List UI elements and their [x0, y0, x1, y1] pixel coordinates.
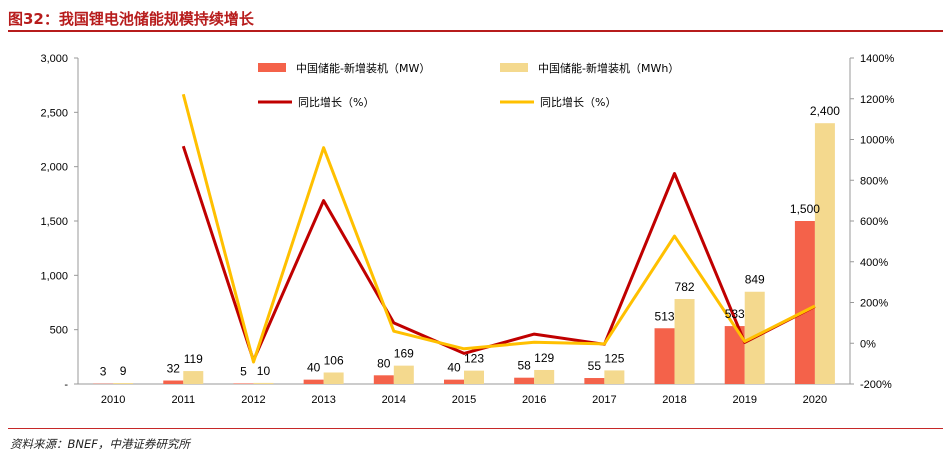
- left-tick-label: 500: [50, 325, 68, 337]
- data-label-mw: 513: [655, 309, 675, 323]
- right-tick-label: 600%: [860, 216, 888, 228]
- bar-mwh: [464, 370, 484, 384]
- x-tick-label: 2017: [592, 394, 616, 406]
- data-label-mwh: 119: [184, 352, 203, 366]
- data-label-mw: 40: [447, 361, 461, 375]
- data-label-mw: 3: [100, 365, 107, 379]
- left-tick-label: -: [64, 379, 68, 391]
- right-tick-label: 400%: [860, 257, 888, 269]
- x-tick-label: 2012: [241, 394, 265, 406]
- bar-mwh: [604, 370, 625, 384]
- data-label-mw: 5: [240, 364, 247, 378]
- data-label-mw: 533: [725, 307, 745, 321]
- bar-mw: [514, 377, 535, 384]
- legend-label: 中国储能-新增装机（MWh）: [538, 61, 679, 75]
- x-tick-label: 2013: [311, 394, 335, 406]
- x-tick-label: 2010: [101, 394, 125, 406]
- x-tick-label: 2018: [662, 394, 686, 406]
- legend-swatch: [500, 63, 528, 72]
- left-tick-label: 1,000: [40, 270, 68, 282]
- right-tick-label: -200%: [860, 379, 892, 391]
- left-tick-label: 2,500: [40, 107, 68, 119]
- bar-mwh: [183, 371, 204, 384]
- bar-mw: [303, 379, 324, 384]
- data-label-mwh: 2,400: [810, 104, 840, 118]
- data-label-mwh: 129: [534, 351, 554, 365]
- bar-mwh: [534, 369, 555, 384]
- bar-mw: [794, 221, 815, 384]
- source-note: 资料来源：BNEF，中港证券研究所: [10, 437, 190, 451]
- left-tick-label: 1,500: [40, 216, 68, 228]
- growth-line-mwh: [181, 93, 816, 364]
- data-label-mwh: 169: [394, 347, 414, 361]
- footer-rule: [8, 428, 943, 429]
- bar-mwh: [674, 299, 695, 384]
- right-tick-label: 200%: [860, 298, 888, 310]
- data-label-mw: 55: [588, 359, 602, 373]
- left-tick-label: 2,000: [40, 162, 68, 174]
- x-tick-label: 2011: [171, 394, 195, 406]
- x-tick-label: 2015: [452, 394, 476, 406]
- right-tick-label: 0%: [860, 338, 876, 350]
- x-tick-label: 2020: [803, 394, 827, 406]
- legend-label: 中国储能-新增装机（MW）: [296, 61, 430, 75]
- data-label-mwh: 849: [745, 273, 765, 287]
- data-label-mwh: 123: [464, 352, 484, 366]
- data-label-mw: 58: [518, 359, 532, 373]
- bar-mw: [724, 326, 745, 384]
- data-label-mwh: 125: [604, 351, 624, 365]
- data-label-mwh: 106: [324, 353, 344, 367]
- right-tick-label: 800%: [860, 175, 888, 187]
- growth-line-mw: [181, 145, 816, 362]
- x-tick-label: 2014: [382, 394, 406, 406]
- left-tick-label: 3,000: [40, 53, 68, 65]
- data-label-mwh: 9: [120, 364, 127, 378]
- right-tick-label: 1200%: [860, 94, 894, 106]
- bar-mw: [233, 383, 254, 384]
- data-label-mw: 40: [307, 361, 321, 375]
- bar-mw: [654, 328, 675, 384]
- legend-swatch: [258, 63, 286, 72]
- title-rule: [8, 30, 943, 32]
- legend-label: 同比增长（%）: [298, 95, 374, 109]
- data-label-mw: 80: [377, 356, 391, 370]
- bar-mwh: [393, 365, 414, 384]
- x-tick-label: 2016: [522, 394, 546, 406]
- bar-mw: [373, 375, 394, 384]
- legend-label: 同比增长（%）: [540, 95, 616, 109]
- right-tick-label: 1400%: [860, 53, 894, 65]
- x-tick-label: 2019: [732, 394, 756, 406]
- bar-mw: [163, 380, 184, 384]
- bar-mwh: [113, 383, 134, 384]
- data-label-mwh: 10: [257, 364, 271, 378]
- bar-mwh: [814, 123, 835, 384]
- bar-mw: [444, 379, 464, 384]
- data-label-mw: 32: [167, 362, 181, 376]
- bar-mwh: [323, 372, 344, 384]
- figure-title: 图32：我国锂电池储能规模持续增长: [8, 10, 254, 28]
- data-label-mw: 1,500: [790, 202, 820, 216]
- bar-mwh: [253, 382, 274, 384]
- data-label-mwh: 782: [675, 280, 695, 294]
- bar-mw: [584, 378, 605, 384]
- right-tick-label: 1000%: [860, 135, 894, 147]
